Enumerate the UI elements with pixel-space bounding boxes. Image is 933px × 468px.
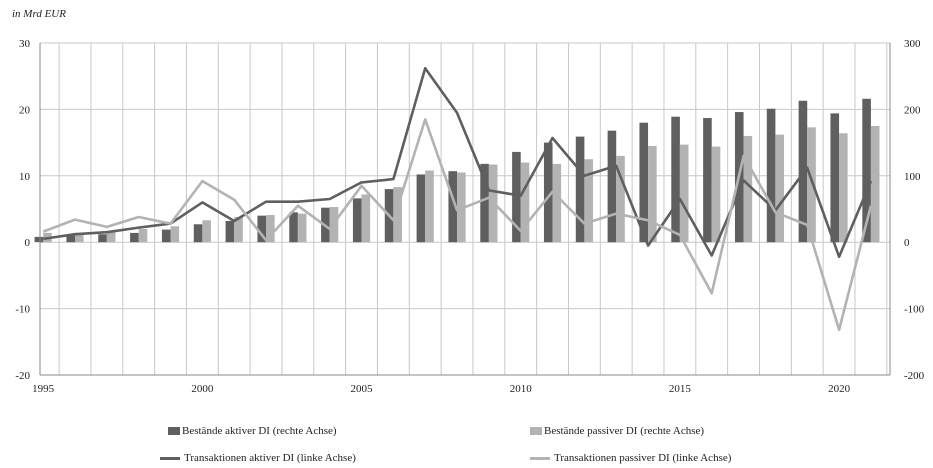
bar-aktiv (193, 224, 203, 243)
right-tick-label: -200 (904, 370, 925, 382)
bar-passiv (616, 155, 625, 243)
bar-aktiv (830, 113, 840, 243)
axes: -20 -200 -10 -100 0 0 10 100 20 200 30 300 1995 2000 2… (15, 38, 924, 395)
bar-passiv (520, 162, 530, 243)
bar-aktiv (34, 236, 44, 243)
legend-swatch (530, 456, 550, 460)
legend-label: Bestände passiver DI (rechte Achse) (544, 425, 705, 437)
right-tick-label: 300 (904, 38, 921, 50)
legend-item-bestaende-passiv: Bestände passiver DI (rechte Achse) (530, 425, 704, 437)
bar-aktiv (862, 98, 871, 243)
line-series (42, 66, 873, 332)
bar-aktiv (480, 163, 489, 243)
legend-swatch (168, 427, 180, 435)
bar-passiv (743, 135, 753, 243)
bar-passiv (679, 144, 689, 243)
bar-passiv (297, 213, 307, 243)
bar-aktiv (161, 229, 171, 243)
legend-swatch (530, 427, 542, 435)
bar-aktiv (130, 232, 139, 243)
x-tick-label: 2005 (351, 383, 374, 395)
right-tick-label: 200 (904, 104, 921, 116)
bar-passiv (361, 194, 371, 243)
bar-passiv (425, 170, 434, 243)
bar-aktiv (225, 220, 235, 243)
legend-item-bestaende-aktiv: Bestände aktiver DI (rechte Achse) (168, 425, 337, 437)
bar-passiv (839, 133, 848, 243)
unit-label: in Mrd EUR (12, 8, 66, 20)
bar-aktiv (703, 118, 712, 243)
left-tick-label: 0 (25, 237, 31, 249)
legend-label: Transaktionen aktiver DI (linke Achse) (184, 452, 356, 464)
bar-passiv (170, 226, 180, 243)
bar-passiv (138, 228, 148, 243)
left-tick-label: -20 (15, 370, 30, 382)
bar-passiv (870, 126, 880, 243)
x-tick-label: 2010 (510, 383, 533, 395)
bar-passiv (552, 163, 562, 243)
bar-passiv (266, 214, 275, 243)
bar-passiv (584, 159, 593, 243)
bar-aktiv (766, 108, 776, 243)
bar-aktiv (671, 116, 680, 243)
bar-aktiv (352, 198, 362, 243)
bar-aktiv (66, 235, 76, 243)
bar-passiv (106, 231, 116, 243)
legend-swatch (160, 456, 180, 460)
right-tick-label: 100 (904, 171, 921, 183)
left-tick-label: 30 (19, 38, 31, 50)
bar-passiv (234, 216, 243, 243)
legend-item-transaktionen-passiv: Transaktionen passiver DI (linke Achse) (530, 452, 731, 464)
bar-passiv (648, 145, 657, 243)
legend-label: Bestände aktiver DI (rechte Achse) (182, 425, 337, 437)
x-tick-label: 1995 (32, 383, 55, 395)
x-tick-label: 2000 (191, 383, 214, 395)
bar-aktiv (512, 151, 521, 243)
bar-aktiv (257, 215, 267, 243)
left-tick-label: 10 (19, 171, 31, 183)
right-tick-label: -100 (904, 304, 925, 316)
bar-aktiv (607, 130, 617, 243)
bar-passiv (393, 187, 402, 243)
bar-aktiv (543, 142, 553, 243)
bar-passiv (711, 146, 721, 243)
bar-passiv (807, 127, 816, 243)
bar-aktiv (98, 234, 107, 243)
x-tick-label: 2015 (669, 383, 692, 395)
bar-passiv (775, 134, 784, 243)
bar-passiv (202, 220, 211, 243)
x-tick-label: 2020 (828, 383, 851, 395)
bar-aktiv (448, 171, 458, 243)
left-tick-label: -10 (15, 304, 30, 316)
legend-item-transaktionen-aktiv: Transaktionen aktiver DI (linke Achse) (160, 452, 356, 464)
line-transaktionen-passiv (42, 118, 873, 332)
right-tick-label: 0 (904, 237, 910, 249)
bar-aktiv (416, 174, 426, 243)
bar-aktiv (289, 212, 298, 243)
legend-label: Transaktionen passiver DI (linke Achse) (554, 452, 732, 464)
bar-aktiv (575, 136, 585, 243)
bar-passiv (75, 232, 84, 243)
left-tick-label: 20 (19, 104, 31, 116)
bar-aktiv (639, 122, 649, 243)
